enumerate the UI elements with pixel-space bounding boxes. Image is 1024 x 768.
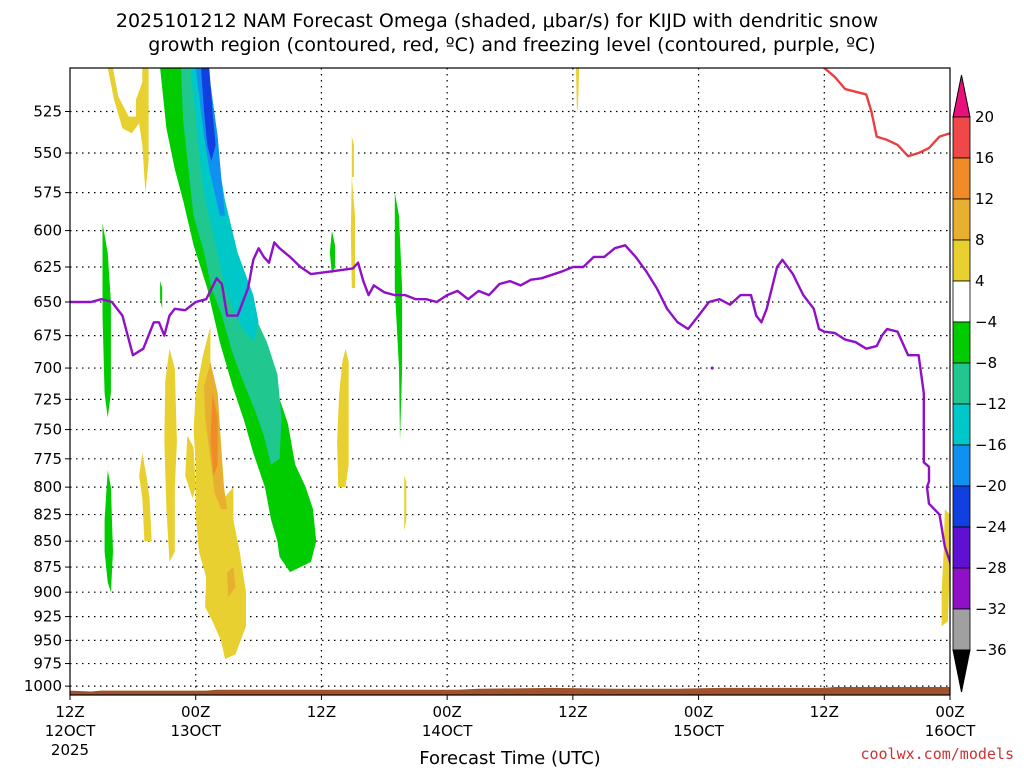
omega-region (337, 348, 349, 488)
omega-region (227, 567, 236, 598)
omega-region (160, 281, 163, 309)
freezing-level-line (70, 241, 950, 567)
y-tick-label: 750 (33, 421, 62, 439)
omega-region (107, 68, 149, 193)
colorbar-bin (952, 280, 971, 323)
x-tick-label-time: 12Z (810, 703, 839, 721)
terrain-fill (70, 687, 950, 695)
omega-region (185, 435, 196, 499)
colorbar-bin (952, 444, 971, 487)
omega-shading (102, 68, 950, 659)
colorbar-bin (952, 608, 971, 651)
colorbar-label: 12 (975, 190, 994, 208)
omega-region (404, 475, 407, 531)
x-tick-label-time: 12Z (558, 703, 587, 721)
omega-region (164, 348, 177, 562)
y-tick-label: 775 (33, 450, 62, 468)
colorbar-label: −32 (975, 600, 1007, 618)
colorbar-label: −28 (975, 559, 1007, 577)
omega-region (350, 177, 355, 289)
x-tick-label-date: 12OCT (45, 722, 96, 740)
omega-region (941, 509, 950, 627)
omega-region (139, 453, 152, 542)
colorbar-label: −24 (975, 518, 1007, 536)
x-tick-label-date: 16OCT (925, 722, 976, 740)
y-tick-label: 725 (33, 390, 62, 408)
colorbar-label: −20 (975, 477, 1007, 495)
colorbar-bin (952, 567, 971, 610)
freezing-level-dot (710, 366, 714, 370)
colorbar-label: −36 (975, 641, 1007, 659)
y-tick-label: 1000 (24, 677, 62, 695)
y-tick-label: 575 (33, 184, 62, 202)
colorbar-label: −4 (975, 313, 997, 331)
y-tick-label: 875 (33, 558, 62, 576)
y-tick-label: 525 (33, 103, 62, 121)
colorbar-bin (952, 239, 971, 282)
omega-region (351, 136, 354, 177)
colorbar-label: 8 (975, 231, 985, 249)
colorbar-top-arrow (952, 74, 971, 118)
y-tick-label: 900 (33, 583, 62, 601)
x-axis-label: Forecast Time (UTC) (419, 748, 600, 768)
credit-text: coolwx.com/models (860, 745, 1014, 763)
omega-region (201, 68, 216, 162)
x-tick-label-time: 12Z (55, 703, 84, 721)
colorbar-bin (952, 403, 971, 446)
colorbar-label: 20 (975, 108, 994, 126)
x-tick-label-time: 12Z (307, 703, 336, 721)
x-tick-label-time: 00Z (935, 703, 964, 721)
y-tick-label: 825 (33, 506, 62, 524)
y-tick-label: 950 (33, 631, 62, 649)
y-tick-label: 650 (33, 293, 62, 311)
chart-title-line1: 2025101212 NAM Forecast Omega (shaded, μ… (116, 10, 878, 32)
contour-layer (70, 68, 950, 567)
colorbar-legend: 20 16 12 8 4 −4 −8 −12 −16 −20 −24 −28 −32 −36 (952, 74, 1007, 693)
plot-area (69, 67, 951, 696)
colorbar-label: −12 (975, 395, 1007, 413)
y-tick-label: 550 (33, 144, 62, 162)
dgz-contour-line (823, 68, 950, 158)
y-tick-label: 975 (33, 655, 62, 673)
colorbar-bin (952, 321, 971, 364)
y-tick-label: 700 (33, 359, 62, 377)
x-tick-label-year: 2025 (51, 741, 89, 759)
x-tick-label-time: 00Z (684, 703, 713, 721)
colorbar-bin (952, 198, 971, 241)
colorbar-label: 16 (975, 149, 994, 167)
plot-frame (69, 67, 951, 696)
y-tick-label: 925 (33, 608, 62, 626)
chart-title-line2: growth region (contoured, red, ºC) and f… (148, 34, 875, 56)
omega-region (104, 470, 113, 593)
y-tick-label: 675 (33, 327, 62, 345)
colorbar-bottom-arrow (952, 649, 971, 693)
omega-region (210, 393, 218, 476)
omega-region (329, 230, 335, 275)
x-tick-label-date: 13OCT (170, 722, 221, 740)
colorbar-bin (952, 526, 971, 569)
omega-region (576, 68, 580, 115)
omega-region (102, 223, 111, 418)
colorbar-bin (952, 116, 971, 159)
colorbar-label: −16 (975, 436, 1007, 454)
terrain-layer (70, 687, 950, 695)
omega-region (394, 192, 403, 442)
x-tick-label-time: 00Z (432, 703, 461, 721)
colorbar-bin (952, 485, 971, 528)
y-tick-label: 800 (33, 478, 62, 496)
grid-lines (70, 68, 950, 695)
colorbar-bin (952, 362, 971, 405)
x-tick-label-date: 15OCT (673, 722, 724, 740)
y-tick-label: 625 (33, 258, 62, 276)
colorbar-label: 4 (975, 272, 985, 290)
y-tick-label: 600 (33, 222, 62, 240)
y-axis: 525 550 575 600 625 650 675 700 725 750 775 800 825 8… (24, 103, 70, 695)
colorbar-bin (952, 157, 971, 200)
x-tick-label-time: 00Z (181, 703, 210, 721)
colorbar-label: −8 (975, 354, 997, 372)
y-tick-label: 850 (33, 532, 62, 550)
x-tick-label-date: 14OCT (422, 722, 473, 740)
